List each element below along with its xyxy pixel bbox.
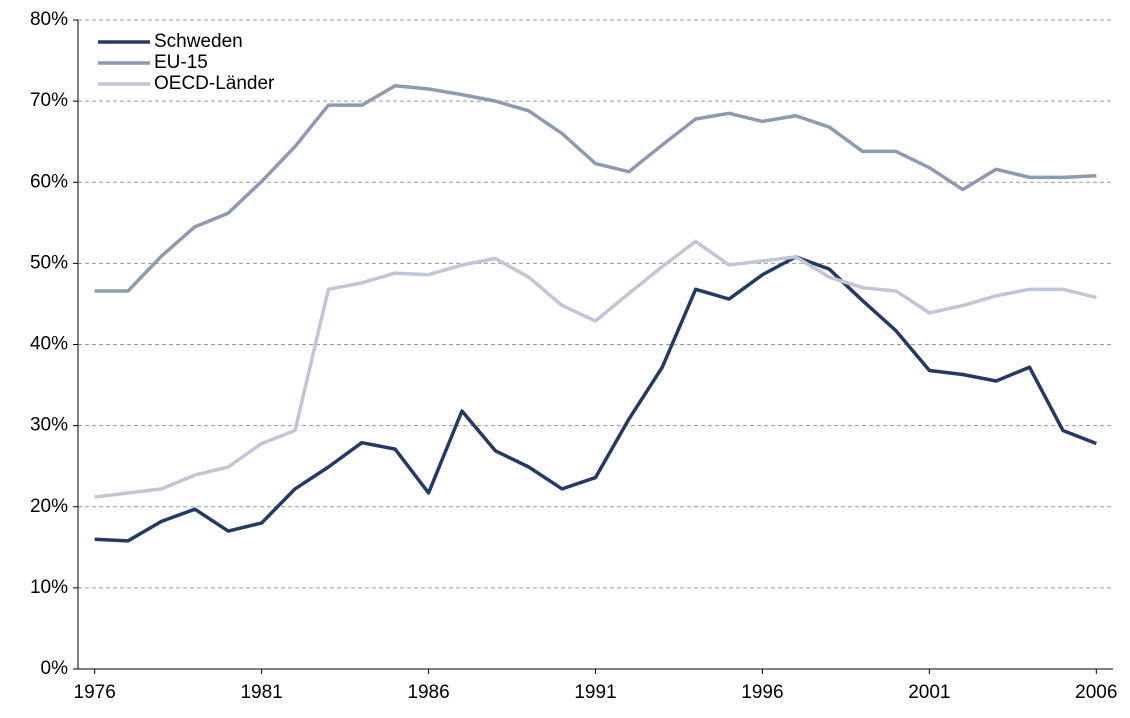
y-tick-label: 30%: [30, 415, 68, 436]
x-tick-label: 1981: [240, 682, 282, 703]
y-tick-label: 10%: [30, 577, 68, 598]
y-tick-label: 50%: [30, 252, 68, 273]
y-tick-label: 0%: [41, 658, 69, 679]
line-series: [94, 83, 1097, 293]
x-tick-label: 1996: [741, 682, 783, 703]
legend-label: Schweden: [154, 31, 243, 52]
y-tick-label: 70%: [30, 90, 68, 111]
legend-label: EU-15: [154, 52, 208, 73]
y-tick-label: 60%: [30, 171, 68, 192]
y-tick-label: 80%: [30, 9, 68, 30]
x-tick-label: 2001: [908, 682, 950, 703]
line-series: [94, 255, 1097, 543]
x-tick-label: 1976: [74, 682, 116, 703]
y-tick-label: 40%: [30, 334, 68, 355]
line-series: [94, 239, 1097, 499]
x-tick-label: 1986: [407, 682, 449, 703]
x-tick-label: 1991: [574, 682, 616, 703]
legend-label: OECD-Länder: [154, 73, 275, 94]
x-tick-label: 2006: [1075, 682, 1117, 703]
y-tick-label: 20%: [30, 496, 68, 517]
